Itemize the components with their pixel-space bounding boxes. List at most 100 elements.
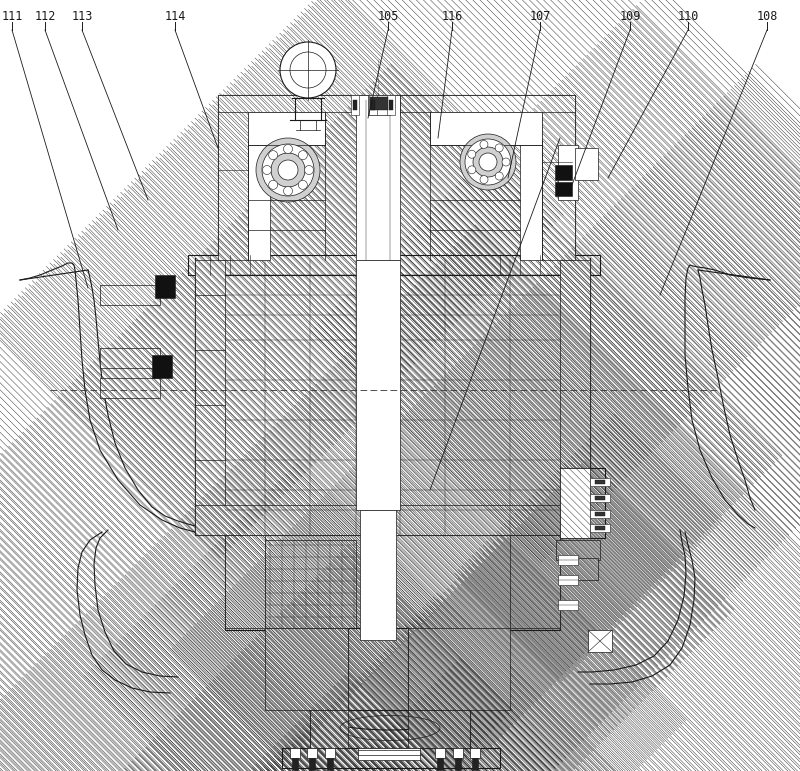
Circle shape	[460, 134, 516, 190]
Bar	[309, 758, 315, 770]
Bar	[292, 758, 298, 770]
Bar	[195, 255, 590, 535]
Text: 116: 116	[442, 10, 462, 23]
Bar	[225, 535, 265, 628]
Circle shape	[271, 153, 305, 187]
Bar	[360, 510, 396, 640]
Bar	[556, 540, 600, 560]
Bar	[560, 260, 590, 535]
Bar	[310, 710, 348, 748]
Bar	[590, 478, 610, 486]
Bar	[307, 748, 317, 758]
Bar	[369, 95, 377, 115]
Bar	[558, 145, 578, 200]
Bar	[265, 540, 356, 628]
Bar	[455, 758, 461, 770]
Bar	[558, 555, 578, 565]
Circle shape	[480, 176, 488, 183]
Circle shape	[473, 147, 503, 177]
Circle shape	[479, 153, 497, 171]
Bar	[225, 535, 560, 630]
Bar	[435, 748, 445, 758]
Bar	[351, 95, 359, 115]
Bar	[325, 748, 335, 758]
Bar	[558, 575, 578, 585]
Circle shape	[278, 160, 298, 180]
Text: 114: 114	[164, 10, 186, 23]
Circle shape	[480, 140, 488, 149]
Bar	[560, 260, 590, 535]
Bar	[188, 255, 600, 275]
Bar	[560, 468, 590, 538]
Bar	[590, 510, 610, 518]
Bar	[555, 165, 572, 180]
Bar	[371, 100, 375, 110]
Bar	[520, 140, 542, 260]
Bar	[248, 112, 325, 145]
Bar	[408, 628, 510, 710]
Bar	[218, 100, 248, 260]
Bar	[389, 100, 393, 110]
Bar	[408, 710, 470, 748]
Bar	[290, 748, 300, 758]
Bar	[595, 526, 605, 530]
Circle shape	[468, 166, 476, 173]
Bar	[510, 535, 560, 628]
Bar	[218, 95, 575, 112]
Bar	[453, 748, 463, 758]
Text: 110: 110	[678, 10, 698, 23]
Circle shape	[298, 150, 307, 160]
Bar	[590, 524, 610, 532]
Bar	[558, 600, 578, 610]
Circle shape	[256, 138, 320, 202]
Bar	[265, 628, 348, 710]
Text: 105: 105	[378, 10, 398, 23]
Bar	[248, 140, 270, 260]
Circle shape	[502, 158, 510, 166]
Bar	[588, 630, 612, 652]
Circle shape	[269, 150, 278, 160]
Text: 108: 108	[756, 10, 778, 23]
Circle shape	[468, 150, 476, 158]
Circle shape	[465, 139, 511, 185]
Bar	[282, 748, 500, 768]
Bar	[595, 512, 605, 516]
Bar	[100, 378, 160, 398]
Circle shape	[290, 52, 326, 88]
Bar	[327, 758, 333, 770]
Text: 109: 109	[619, 10, 641, 23]
Bar	[358, 748, 420, 760]
Bar	[282, 748, 500, 768]
Circle shape	[283, 144, 293, 153]
Bar	[218, 95, 575, 112]
Bar	[152, 355, 172, 378]
Bar	[560, 468, 590, 538]
Bar	[555, 182, 572, 196]
Bar	[363, 640, 393, 710]
Circle shape	[283, 187, 293, 196]
Bar	[218, 95, 575, 262]
Circle shape	[305, 166, 314, 174]
Text: 113: 113	[71, 10, 93, 23]
Bar	[510, 535, 560, 628]
Bar	[387, 95, 395, 115]
Bar	[472, 758, 478, 770]
Circle shape	[269, 180, 278, 190]
Bar	[218, 100, 248, 260]
Bar	[356, 95, 400, 260]
Bar	[470, 748, 480, 758]
Bar	[408, 710, 470, 748]
Bar	[560, 558, 598, 580]
Circle shape	[298, 180, 307, 190]
Bar	[195, 505, 590, 535]
Bar	[542, 100, 575, 260]
Bar	[595, 480, 605, 484]
Bar	[430, 112, 542, 145]
Bar	[195, 260, 225, 535]
Text: 112: 112	[34, 10, 56, 23]
Bar	[195, 260, 225, 535]
Bar	[560, 468, 605, 538]
Bar	[368, 95, 390, 115]
Bar	[370, 97, 388, 110]
Bar	[356, 260, 400, 510]
